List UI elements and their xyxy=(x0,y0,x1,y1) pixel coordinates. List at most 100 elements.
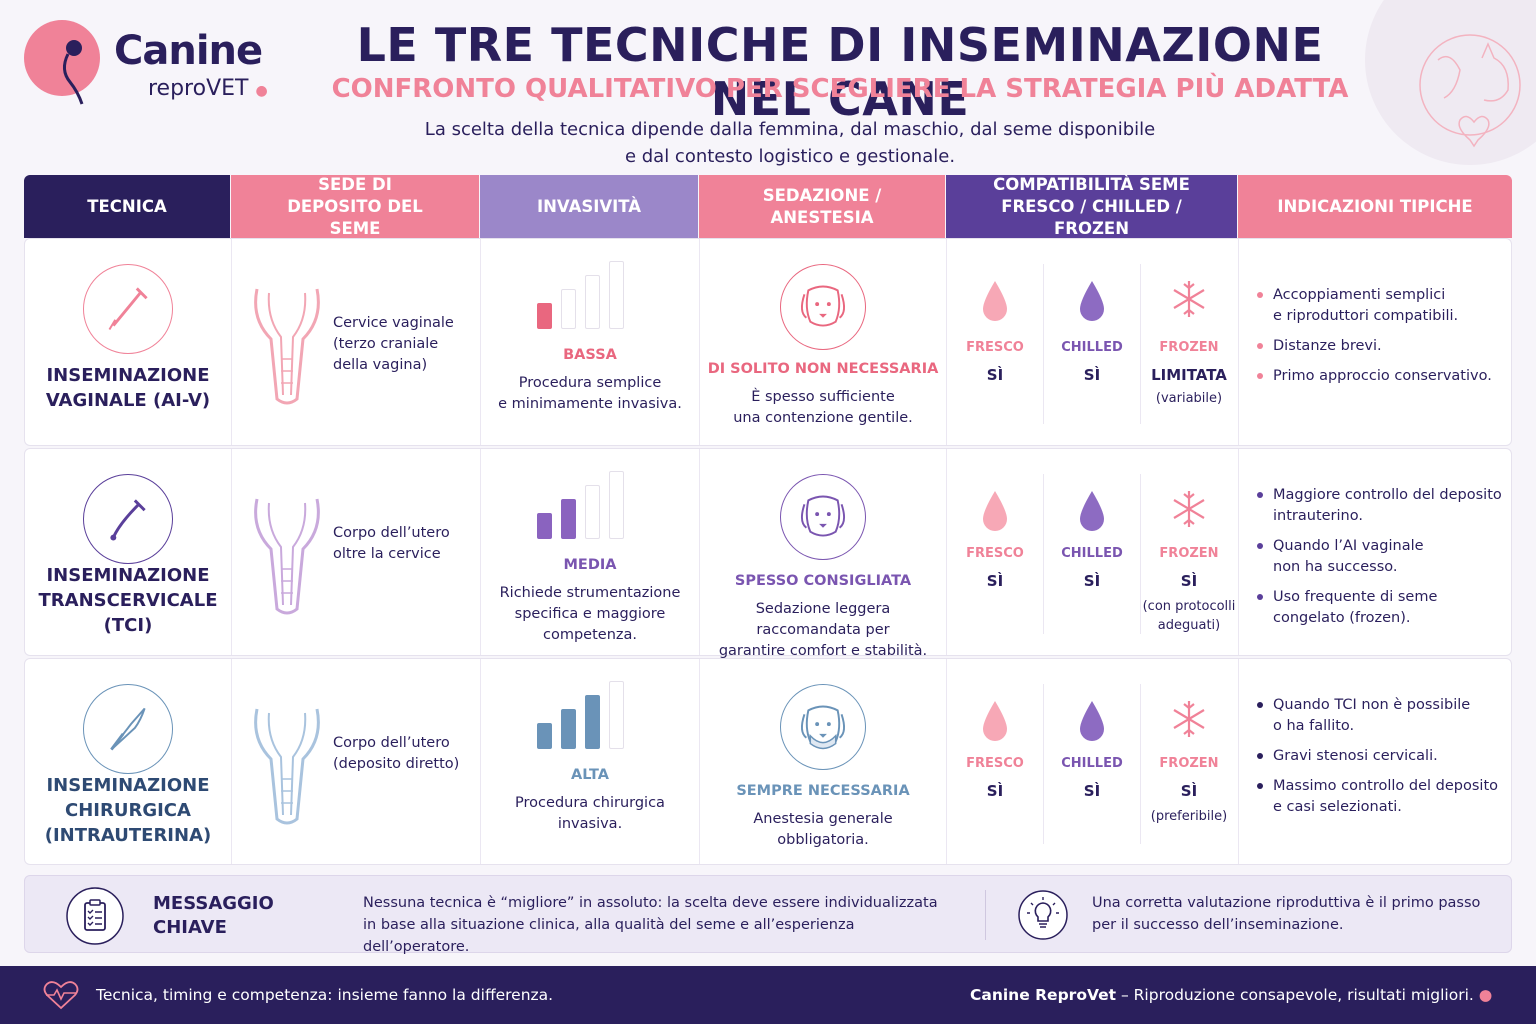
text-line: oltre la cervice xyxy=(333,546,441,562)
lightbulb-icon xyxy=(1018,890,1068,940)
text-line: raccomandata per xyxy=(756,622,890,638)
semen-compatibility-note: (con protocolli adeguati) xyxy=(1142,599,1236,633)
text-line: Procedura chirurgica xyxy=(515,795,665,811)
text-line: INSEMINAZIONE xyxy=(46,565,210,586)
page-title: LE TRE TECNICHE DI INSEMINAZIONE NEL CAN… xyxy=(356,18,1324,126)
text-line: Maggiore controllo del deposito xyxy=(1273,487,1502,503)
text-line: (TCI) xyxy=(103,615,153,636)
invasiveness-description: Procedura semplice e minimamente invasiva… xyxy=(481,373,699,415)
semen-type-label: CHILLED xyxy=(1061,546,1123,561)
sedation-description: È spesso sufficiente una contenzione gent… xyxy=(700,387,946,429)
text-line: della vagina) xyxy=(333,357,428,373)
drop-icon xyxy=(1074,489,1110,535)
text-line: e riproduttori compatibili. xyxy=(1273,308,1459,324)
column-divider xyxy=(480,659,481,864)
text-line: (INTRAUTERINA) xyxy=(44,825,212,846)
text-line: Corpo dell’utero xyxy=(333,525,450,541)
column-divider xyxy=(231,239,232,445)
techniques-table: TECNICA SEDE DI DEPOSITO DEL SEME INVASI… xyxy=(24,175,1512,865)
semen-compatibility-note: (preferibile) xyxy=(1150,809,1228,824)
deposit-site-text: Corpo dell’utero (deposito diretto) xyxy=(333,733,473,775)
sedation-label: SEMPRE NECESSARIA xyxy=(736,783,910,799)
semen-compatibility-value: SÌ xyxy=(986,572,1004,590)
semen-divider xyxy=(1043,264,1044,424)
semen-compatibility-value: SÌ xyxy=(1083,366,1101,384)
semen-type-label: CHILLED xyxy=(1061,756,1123,771)
column-divider xyxy=(699,239,700,445)
text-line: specifica e maggiore xyxy=(514,606,666,622)
text-line: una contenzione gentile. xyxy=(733,410,913,426)
column-divider xyxy=(231,659,232,864)
dog-face-icon xyxy=(780,474,866,560)
uterus-illustration xyxy=(247,489,327,619)
indications-list: Maggiore controllo del deposito intrauter… xyxy=(1255,485,1505,638)
table-row: INSEMINAZIONE CHIRURGICA (INTRAUTERINA) Co… xyxy=(24,658,1512,865)
invasiveness-level: MEDIA xyxy=(563,557,617,573)
technique-name: INSEMINAZIONE VAGINALE (AI-V) xyxy=(25,363,231,413)
text-line: Gravi stenosi cervicali. xyxy=(1273,748,1438,764)
semen-divider xyxy=(1043,474,1044,634)
bullet-icon xyxy=(1257,492,1263,498)
indication-item: Maggiore controllo del deposito intrauter… xyxy=(1255,485,1505,527)
text-line: Primo approccio conservativo. xyxy=(1273,368,1492,384)
semen-type-label: FROZEN xyxy=(1159,546,1219,561)
indication-item: Accoppiamenti semplici e riproduttori com… xyxy=(1255,285,1505,327)
deposit-site-text: Cervice vaginale (terzo craniale della vag… xyxy=(333,313,473,376)
column-divider xyxy=(480,449,481,655)
invasiveness-bar xyxy=(585,275,600,329)
text-line: invasiva. xyxy=(557,816,623,832)
invasiveness-bar xyxy=(609,471,624,539)
text-line: intrauterino. xyxy=(1273,508,1363,524)
semen-type-label: FRESCO xyxy=(966,756,1024,771)
semen-compatibility-value: SÌ xyxy=(986,366,1004,384)
key-message-text-2: Una corretta valutazione riproduttiva è … xyxy=(1092,895,1481,933)
text-line: non ha successo. xyxy=(1273,559,1398,575)
deposit-site-text: Corpo dell’utero oltre la cervice xyxy=(333,523,473,565)
technique-name: INSEMINAZIONE CHIRURGICA (INTRAUTERINA) xyxy=(25,773,231,848)
text-line: Corpo dell’utero xyxy=(333,735,450,751)
text-line: Procedura semplice xyxy=(518,375,662,391)
key-message-text: Nessuna tecnica è “migliore” in assoluto… xyxy=(363,895,938,955)
semen-compatibility-value: SÌ xyxy=(1180,572,1198,590)
invasiveness-bar xyxy=(585,695,600,749)
indication-item: Quando l’AI vaginale non ha successo. xyxy=(1255,536,1505,578)
drop-icon xyxy=(977,699,1013,745)
page-subtitle: CONFRONTO QUALITATIVO PER SCEGLIERE LA S… xyxy=(331,74,1349,104)
invasiveness-bar xyxy=(585,485,600,539)
dog-cat-heart-decoration xyxy=(1365,0,1536,165)
column-divider xyxy=(1238,659,1239,864)
column-divider xyxy=(699,659,700,864)
semen-compatibility-note: (variabile) xyxy=(1155,391,1223,406)
indication-item: Gravi stenosi cervicali. xyxy=(1255,746,1505,767)
text-line: Massimo controllo del deposito xyxy=(1273,778,1499,794)
uterus-illustration xyxy=(247,279,327,409)
header-invasiveness: INVASIVITÀ xyxy=(480,175,698,238)
sedation-label: DI SOLITO NON NECESSARIA xyxy=(707,361,939,377)
semen-divider xyxy=(1140,684,1141,844)
bullet-icon xyxy=(1257,373,1263,379)
anesthetized-dog-icon xyxy=(780,684,866,770)
invasiveness-description: Richiede strumentazione specifica e maggi… xyxy=(481,583,699,646)
semen-type-label: CHILLED xyxy=(1061,340,1123,355)
drop-icon xyxy=(1074,279,1110,325)
footer: Tecnica, timing e competenza: insieme fa… xyxy=(0,966,1536,1024)
column-divider xyxy=(1238,239,1239,445)
semen-divider xyxy=(1043,684,1044,844)
snowflake-icon xyxy=(1171,699,1207,745)
snowflake-icon xyxy=(1171,279,1207,325)
invasiveness-level: ALTA xyxy=(570,767,610,783)
sedation-description: Sedazione leggera raccomandata per garanti… xyxy=(700,599,946,662)
bullet-icon xyxy=(1257,702,1263,708)
indication-item: Distanze brevi. xyxy=(1255,336,1505,357)
text-line: competenza. xyxy=(543,627,637,643)
column-divider xyxy=(480,239,481,445)
column-divider xyxy=(946,659,947,864)
sedation-description: Anestesia generale obbligatoria. xyxy=(700,809,946,851)
table-row: INSEMINAZIONE TRANSCERVICALE (TCI) Corpo d… xyxy=(24,448,1512,659)
logo: Canine reproVET ● xyxy=(24,18,294,108)
uterus-illustration xyxy=(247,699,327,829)
intro-text: La scelta della tecnica dipende dalla fe… xyxy=(424,119,1156,167)
column-divider xyxy=(1238,449,1239,655)
semen-divider xyxy=(1140,474,1141,634)
indication-item: Quando TCI non è possibile o ha fallito. xyxy=(1255,695,1505,737)
